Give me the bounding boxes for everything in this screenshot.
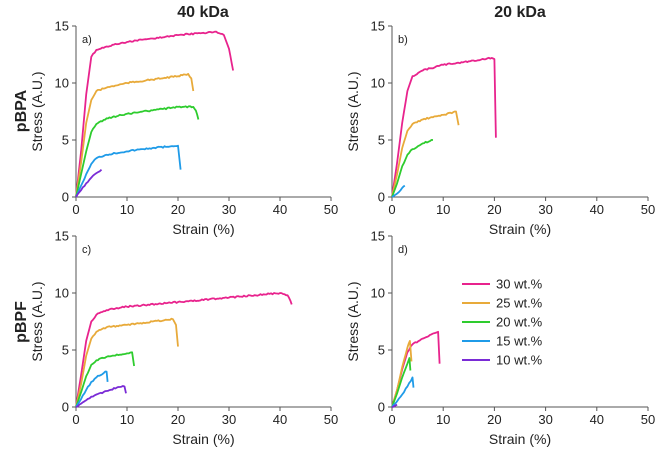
panel-c-y-label: Stress (A.U.) [29,281,45,361]
panel-c-x-tick-label: 0 [72,412,79,427]
panel-d-y-tick-label: 5 [378,343,385,358]
column-header-1: 20 kDa [494,4,546,21]
panel-b-y-tick-label: 5 [378,133,385,148]
panel-c-label: c) [82,244,91,256]
panel-b-x-tick-label: 30 [538,202,552,217]
panel-c-x-tick-label: 40 [273,412,287,427]
panel-b-x-tick-label: 0 [388,202,395,217]
panel-c-x-tick-label: 20 [171,412,185,427]
panel-a-series-30wt [75,30,234,198]
panel-b-series-25wt [391,110,460,198]
panel-c-y-tick-label: 10 [55,286,69,301]
panel-d-x-tick-label: 30 [538,412,552,427]
panel-a-x-tick-label: 10 [120,202,134,217]
panel-b-y-tick-label: 0 [378,190,385,205]
panel-a-y-tick-label: 10 [55,76,69,91]
panel-c-y-tick-label: 15 [55,229,69,244]
panel-d-x-tick-label: 20 [487,412,501,427]
panel-d-series-20wt [391,357,412,408]
panel-d-y-tick-label: 0 [378,400,385,415]
panel-a-label: a) [82,34,92,46]
panel-d-label: d) [398,244,408,256]
legend-label-3: 15 wt.% [496,334,543,349]
legend-label-2: 20 wt.% [496,315,543,330]
panel-d-series-30wt [391,330,441,408]
panel-c-y-tick-label: 5 [62,343,69,358]
panel-b-x-tick-label: 40 [590,202,604,217]
legend-label-4: 10 wt.% [496,353,543,368]
panel-a-x-tick-label: 50 [324,202,338,217]
row-header-1: pBPF [13,301,30,343]
panel-a-series-20wt [75,105,200,198]
panel-c-x-tick-label: 10 [120,412,134,427]
panel-a-x-tick-label: 20 [171,202,185,217]
panel-d-x-tick-label: 50 [641,412,655,427]
panel-c-series-20wt [75,351,135,408]
panel-d-series-10wt [391,403,398,408]
panel-a-series-25wt [75,73,195,198]
panel-a-x-tick-label: 0 [72,202,79,217]
panel-a-y-tick-label: 5 [62,133,69,148]
panel-b-series-20wt [391,139,434,198]
panel-c-series-25wt [75,317,179,408]
panel-d-y-tick-label: 10 [371,286,385,301]
panel-a-x-tick-label: 40 [273,202,287,217]
panel-d-x-tick-label: 0 [388,412,395,427]
panel-b-x-tick-label: 10 [436,202,450,217]
panel-c-y-tick-label: 0 [62,400,69,415]
panel-a-y-label: Stress (A.U.) [29,71,45,151]
panel-d-series-15wt [391,376,415,408]
panel-a-series-15wt [75,144,182,198]
panel-b-series-30wt [391,56,497,198]
panel-b-y-tick-label: 15 [371,19,385,34]
panel-c-x-tick-label: 50 [324,412,338,427]
column-header-0: 40 kDa [177,4,229,21]
panel-a-series-10wt [75,168,103,198]
panel-a-y-tick-label: 15 [55,19,69,34]
panel-b-x-label: Strain (%) [489,221,551,237]
panel-c-x-tick-label: 30 [222,412,236,427]
panel-c-x-label: Strain (%) [172,431,234,447]
panel-b-x-tick-label: 50 [641,202,655,217]
panel-d-x-label: Strain (%) [489,431,551,447]
panel-d-x-tick-label: 40 [590,412,604,427]
panel-c-series-15wt [75,370,109,408]
row-header-0: pBPA [13,89,30,132]
panel-b-y-label: Stress (A.U.) [345,71,361,151]
legend-label-0: 30 wt.% [496,277,543,292]
panel-a-x-tick-label: 30 [222,202,236,217]
panel-b-label: b) [398,34,408,46]
panel-b-series-15wt [391,184,406,198]
panel-c-series-30wt [75,292,293,408]
panel-b-x-tick-label: 20 [487,202,501,217]
panel-a-y-tick-label: 0 [62,190,69,205]
panel-a-x-label: Strain (%) [172,221,234,237]
panel-d-y-tick-label: 15 [371,229,385,244]
panel-b-y-tick-label: 10 [371,76,385,91]
panel-d-y-label: Stress (A.U.) [345,281,361,361]
panel-c-series-10wt [75,385,127,408]
panel-d-x-tick-label: 10 [436,412,450,427]
legend-label-1: 25 wt.% [496,296,543,311]
